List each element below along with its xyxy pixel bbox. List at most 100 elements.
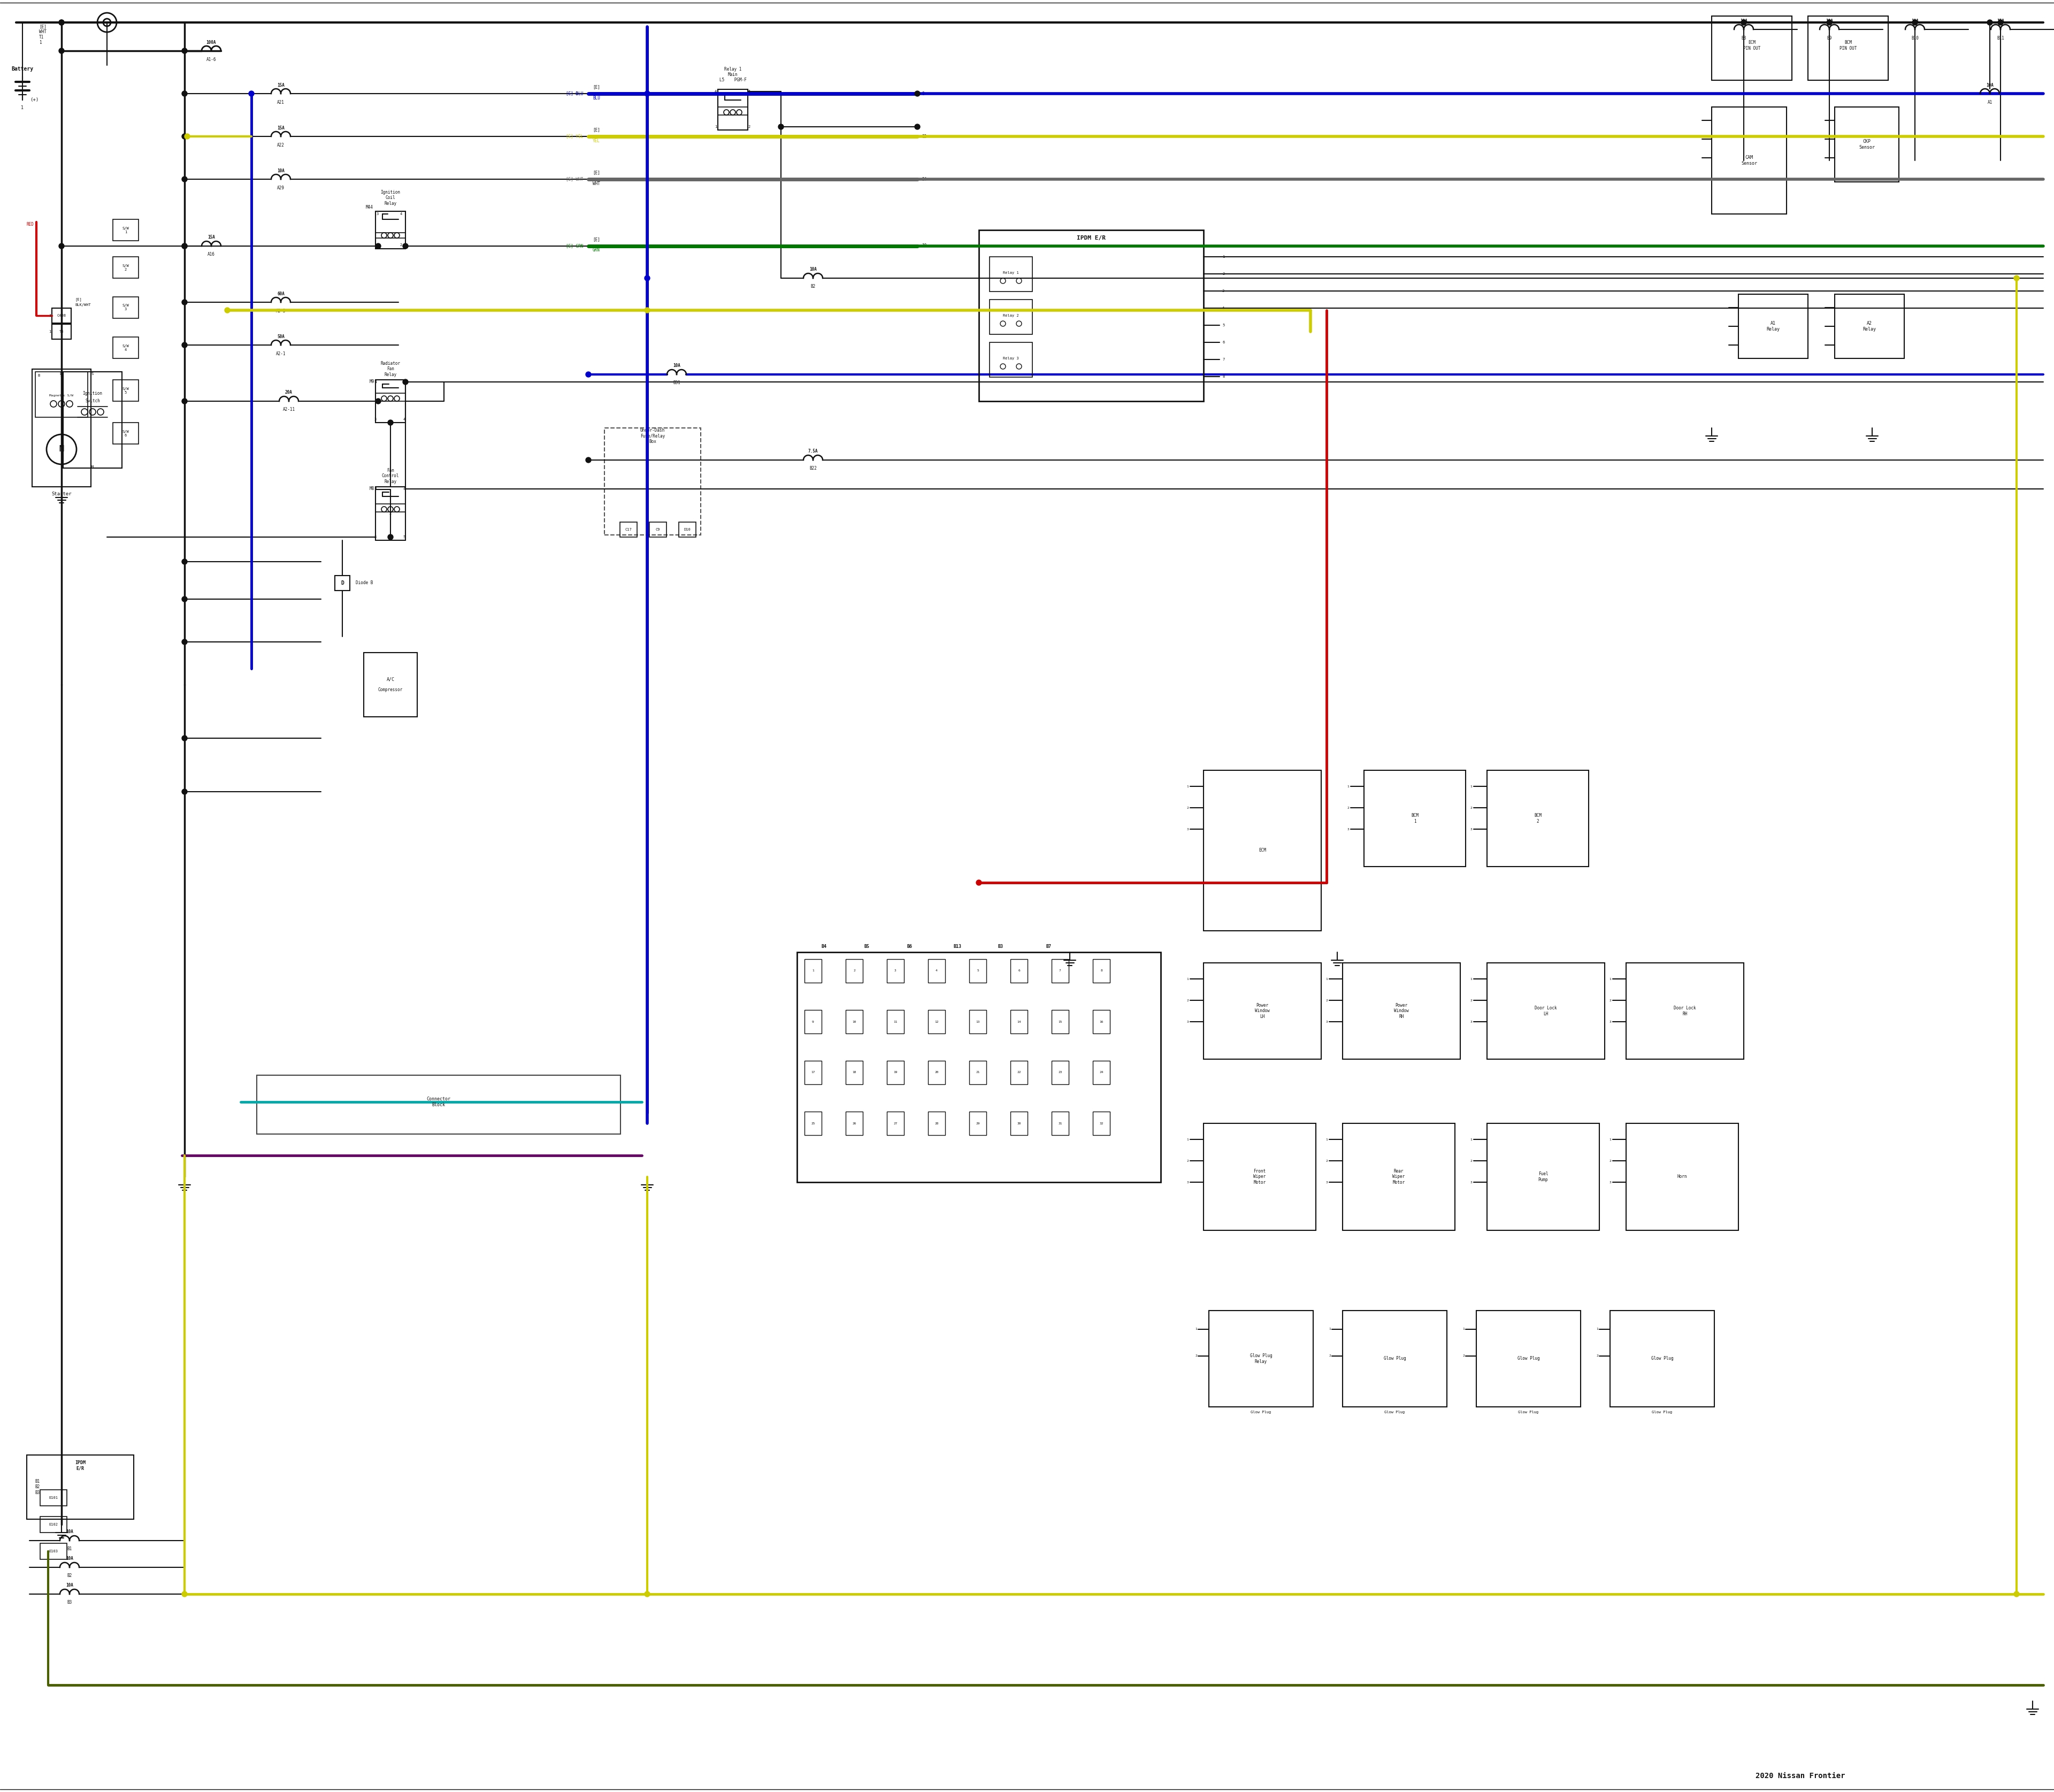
Circle shape <box>388 419 392 425</box>
Bar <box>990 256 1033 292</box>
Bar <box>1343 962 1460 1059</box>
Bar <box>887 1061 904 1084</box>
Text: 10A: 10A <box>1986 82 1994 88</box>
Bar <box>1052 1011 1068 1034</box>
Bar <box>980 229 1204 401</box>
Text: 18: 18 <box>922 244 926 249</box>
Circle shape <box>183 244 187 249</box>
Text: B13: B13 <box>953 944 961 950</box>
Bar <box>1808 16 1888 81</box>
Circle shape <box>2013 1591 2019 1597</box>
Text: E103: E103 <box>49 1550 58 1554</box>
Bar <box>1364 771 1467 867</box>
Circle shape <box>249 91 255 97</box>
Text: 1: 1 <box>49 314 51 317</box>
Text: 10A: 10A <box>1910 18 1918 23</box>
Bar <box>805 959 822 982</box>
Circle shape <box>914 124 920 129</box>
Text: IPDM
E/R: IPDM E/R <box>74 1460 86 1471</box>
Text: 4: 4 <box>715 90 717 93</box>
Text: 1: 1 <box>376 244 378 247</box>
Text: 31: 31 <box>1058 1122 1062 1125</box>
Text: S/W
2: S/W 2 <box>123 263 129 271</box>
Bar <box>928 1011 945 1034</box>
Circle shape <box>1826 20 1832 25</box>
Text: 12: 12 <box>922 134 926 138</box>
Text: 22: 22 <box>1017 1072 1021 1073</box>
Bar <box>1204 962 1321 1059</box>
Text: Door Lock
LH: Door Lock LH <box>1534 1005 1557 1016</box>
Circle shape <box>183 398 187 403</box>
Bar <box>113 256 138 278</box>
Circle shape <box>60 20 64 25</box>
Text: 100A: 100A <box>205 39 216 45</box>
Bar <box>1487 771 1588 867</box>
Circle shape <box>183 342 187 348</box>
Text: Glow Plug: Glow Plug <box>1384 1357 1405 1362</box>
Bar <box>1093 1061 1109 1084</box>
Text: BCM
2: BCM 2 <box>1534 814 1543 824</box>
Bar <box>1343 1124 1454 1231</box>
Bar <box>257 1075 620 1134</box>
Text: E102: E102 <box>49 1523 58 1527</box>
Bar <box>990 299 1033 335</box>
Bar <box>51 308 72 323</box>
Circle shape <box>1912 20 1918 25</box>
Bar <box>928 1111 945 1134</box>
Text: T4: T4 <box>60 330 64 333</box>
Text: GRN: GRN <box>594 247 600 253</box>
Bar <box>113 337 138 358</box>
Bar <box>990 342 1033 376</box>
Circle shape <box>976 880 982 885</box>
Bar <box>1834 294 1904 358</box>
Text: Under-Dash
Fuse/Relay
Box: Under-Dash Fuse/Relay Box <box>641 428 665 444</box>
Bar <box>797 952 1161 1183</box>
Bar <box>887 1111 904 1134</box>
Bar <box>846 959 863 982</box>
Text: 2: 2 <box>403 380 405 383</box>
Text: 1: 1 <box>49 330 51 333</box>
Text: 12: 12 <box>935 1020 939 1023</box>
Text: 19: 19 <box>893 1072 898 1073</box>
Bar <box>376 487 405 539</box>
Text: 10A: 10A <box>1740 18 1748 23</box>
Bar <box>1011 1111 1027 1134</box>
Bar <box>1711 16 1791 81</box>
Circle shape <box>1986 20 1992 25</box>
Text: T1: T1 <box>39 36 43 39</box>
Bar <box>969 959 986 982</box>
Text: CAM
Sensor: CAM Sensor <box>1742 156 1756 165</box>
Circle shape <box>183 299 187 305</box>
Text: B4: B4 <box>822 944 826 950</box>
Text: BCM
PIN OUT: BCM PIN OUT <box>1840 39 1857 50</box>
Text: 1: 1 <box>374 380 376 383</box>
Text: Power
Window
LH: Power Window LH <box>1255 1004 1269 1020</box>
Bar <box>1477 1310 1582 1407</box>
Bar <box>1204 771 1321 930</box>
Text: 24: 24 <box>1099 1072 1103 1073</box>
Text: M: M <box>90 466 94 468</box>
Text: A2-11: A2-11 <box>283 407 296 412</box>
Circle shape <box>183 559 187 564</box>
Text: S/W
6: S/W 6 <box>123 430 129 437</box>
Text: 2: 2 <box>390 513 392 514</box>
Circle shape <box>585 457 592 462</box>
Bar <box>51 324 72 339</box>
Text: Front
Wiper
Motor: Front Wiper Motor <box>1253 1168 1265 1185</box>
Text: B22: B22 <box>809 466 817 471</box>
Text: 4: 4 <box>403 487 405 491</box>
Bar <box>1052 959 1068 982</box>
Text: 16: 16 <box>1099 1020 1103 1023</box>
Bar <box>1204 1124 1317 1231</box>
Text: IPDM E/R: IPDM E/R <box>1076 235 1105 240</box>
Text: Glow Plug: Glow Plug <box>1518 1357 1540 1362</box>
Text: Ignition: Ignition <box>82 391 103 396</box>
Text: [E]: [E] <box>594 170 600 176</box>
Text: 50A: 50A <box>277 333 286 339</box>
Bar <box>113 380 138 401</box>
Bar <box>846 1011 863 1034</box>
Bar <box>1011 1011 1027 1034</box>
Text: A29: A29 <box>277 185 286 190</box>
Text: A22: A22 <box>277 143 286 147</box>
Text: M44: M44 <box>366 204 374 210</box>
